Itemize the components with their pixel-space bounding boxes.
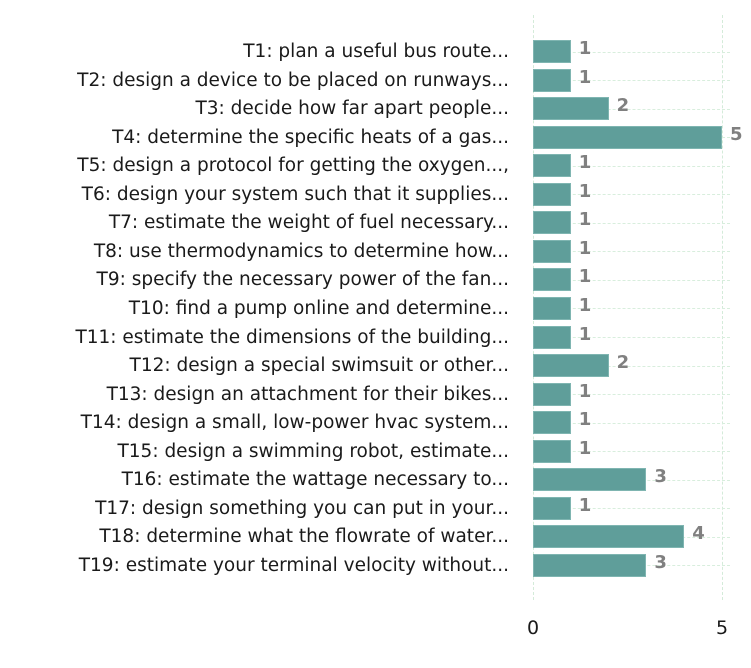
bar-value-label: 1 bbox=[578, 409, 592, 430]
horizontal-gridline bbox=[533, 366, 730, 367]
bar-value-label: 4 bbox=[692, 523, 705, 544]
category-label: T1: plan a useful bus route... bbox=[243, 41, 509, 62]
bar-value-label: 1 bbox=[578, 209, 592, 230]
category-label: T16: estimate the wattage necessary to..… bbox=[121, 469, 509, 490]
x-tick-label: 5 bbox=[715, 617, 729, 639]
bar-value-label: 1 bbox=[578, 67, 592, 88]
vertical-gridline bbox=[722, 15, 723, 600]
bar-value-label: 1 bbox=[578, 324, 592, 345]
bar bbox=[533, 554, 647, 577]
bar bbox=[533, 297, 571, 320]
bar bbox=[533, 440, 571, 463]
bar-value-label: 1 bbox=[578, 381, 592, 402]
horizontal-gridline bbox=[533, 394, 730, 395]
category-label: T15: design a swimming robot, estimate..… bbox=[117, 441, 509, 462]
category-label: T3: decide how far apart people... bbox=[195, 98, 509, 119]
bar-value-label: 1 bbox=[578, 238, 592, 259]
bar-value-label: 1 bbox=[578, 38, 592, 59]
category-label: T4: determine the specific heats of a ga… bbox=[112, 127, 509, 148]
bar bbox=[533, 69, 571, 92]
bar-value-label: 1 bbox=[578, 495, 592, 516]
category-label: T7: estimate the weight of fuel necessar… bbox=[108, 212, 509, 233]
horizontal-gridline bbox=[533, 80, 730, 81]
category-label: T13: design an attachment for their bike… bbox=[106, 384, 509, 405]
bar bbox=[533, 183, 571, 206]
bar bbox=[533, 497, 571, 520]
horizontal-gridline bbox=[533, 337, 730, 338]
bar bbox=[533, 525, 685, 548]
horizontal-gridline bbox=[533, 109, 730, 110]
bar bbox=[533, 411, 571, 434]
category-label: T10: find a pump online and determine... bbox=[128, 298, 509, 319]
horizontal-gridline bbox=[533, 194, 730, 195]
bar-value-label: 2 bbox=[616, 95, 630, 116]
bar-value-label: 5 bbox=[730, 124, 743, 145]
horizontal-gridline bbox=[533, 52, 730, 53]
category-label: T19: estimate your terminal velocity wit… bbox=[78, 555, 509, 576]
horizontal-gridline bbox=[533, 423, 730, 424]
category-label: T11: estimate the dimensions of the buil… bbox=[75, 327, 509, 348]
bar bbox=[533, 97, 609, 120]
category-label: T8: use thermodynamics to determine how.… bbox=[93, 241, 509, 262]
bar-value-label: 2 bbox=[616, 352, 630, 373]
horizontal-gridline bbox=[533, 451, 730, 452]
category-label: T12: design a special swimsuit or other.… bbox=[129, 355, 509, 376]
category-label: T17: design something you can put in you… bbox=[95, 498, 509, 519]
bar bbox=[533, 354, 609, 377]
bar-value-label: 1 bbox=[578, 181, 592, 202]
category-label: T14: design a small, low-power hvac syst… bbox=[80, 412, 509, 433]
horizontal-gridline bbox=[533, 280, 730, 281]
bar-value-label: 1 bbox=[578, 295, 592, 316]
bar bbox=[533, 468, 647, 491]
category-label: T2: design a device to be placed on runw… bbox=[77, 70, 509, 91]
bar bbox=[533, 154, 571, 177]
category-label: T18: determine what the flowrate of wate… bbox=[99, 526, 509, 547]
bar-value-label: 1 bbox=[578, 438, 592, 459]
bar-value-label: 3 bbox=[654, 552, 667, 573]
bar-value-label: 3 bbox=[654, 466, 667, 487]
bar-value-label: 1 bbox=[578, 266, 592, 287]
horizontal-gridline bbox=[533, 223, 730, 224]
category-label: T5: design a protocol for getting the ox… bbox=[77, 155, 509, 176]
horizontal-gridline bbox=[533, 508, 730, 509]
bar bbox=[533, 40, 571, 63]
x-tick-label: 0 bbox=[526, 617, 540, 639]
category-label: T6: design your system such that it supp… bbox=[81, 184, 509, 205]
horizontal-gridline bbox=[533, 251, 730, 252]
bar bbox=[533, 383, 571, 406]
horizontal-gridline bbox=[533, 308, 730, 309]
category-label: T9: specify the necessary power of the f… bbox=[96, 269, 509, 290]
bar bbox=[533, 326, 571, 349]
bar bbox=[533, 268, 571, 291]
bar bbox=[533, 211, 571, 234]
bar-value-label: 1 bbox=[578, 152, 592, 173]
bar bbox=[533, 126, 722, 149]
horizontal-gridline bbox=[533, 166, 730, 167]
bar bbox=[533, 240, 571, 263]
